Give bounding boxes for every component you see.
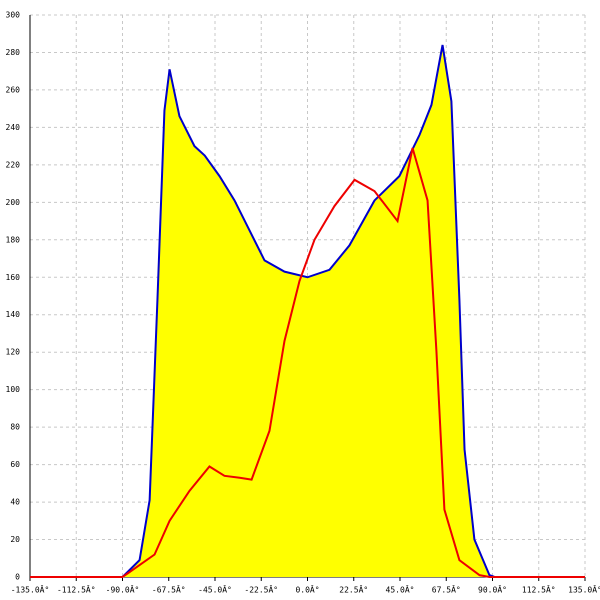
y-tick-label: 280 bbox=[6, 48, 21, 57]
y-tick-label: 200 bbox=[6, 198, 21, 207]
x-tick-label: -22.5Â° bbox=[244, 584, 278, 595]
y-tick-label: 140 bbox=[6, 310, 21, 319]
y-tick-label: 40 bbox=[10, 498, 20, 507]
x-tick-label: 45.0Â° bbox=[386, 584, 415, 595]
y-tick-label: 80 bbox=[10, 423, 20, 432]
x-tick-label: 112.5Â° bbox=[522, 584, 556, 595]
x-tick-label: -112.5Â° bbox=[57, 584, 96, 595]
x-tick-label: 135.0Â° bbox=[568, 584, 600, 595]
y-tick-label: 20 bbox=[10, 535, 20, 544]
x-tick-label: 0.0Â° bbox=[295, 584, 319, 595]
y-tick-label: 300 bbox=[6, 11, 21, 20]
x-tick-label: -135.0Â° bbox=[11, 584, 50, 595]
y-tick-label: 120 bbox=[6, 348, 21, 357]
y-tick-label: 160 bbox=[6, 273, 21, 282]
x-tick-label: -45.0Â° bbox=[198, 584, 232, 595]
y-tick-label: 0 bbox=[15, 573, 20, 582]
y-tick-label: 240 bbox=[6, 123, 21, 132]
y-tick-label: 100 bbox=[6, 385, 21, 394]
x-tick-label: 90.0Â° bbox=[478, 584, 507, 595]
y-tick-label: 260 bbox=[6, 85, 21, 94]
line bbox=[121, 44, 495, 578]
line bbox=[30, 147, 585, 578]
y-tick-label: 180 bbox=[6, 235, 21, 244]
x-tick-label: 67.5Â° bbox=[432, 584, 461, 595]
x-tick-label: -67.5Â° bbox=[152, 584, 186, 595]
area bbox=[122, 44, 495, 578]
y-tick-label: 220 bbox=[6, 160, 21, 169]
y-tick-label: 60 bbox=[10, 460, 20, 469]
x-tick-label: -90.0Â° bbox=[106, 584, 140, 595]
x-tick-label: 22.5Â° bbox=[339, 584, 368, 595]
